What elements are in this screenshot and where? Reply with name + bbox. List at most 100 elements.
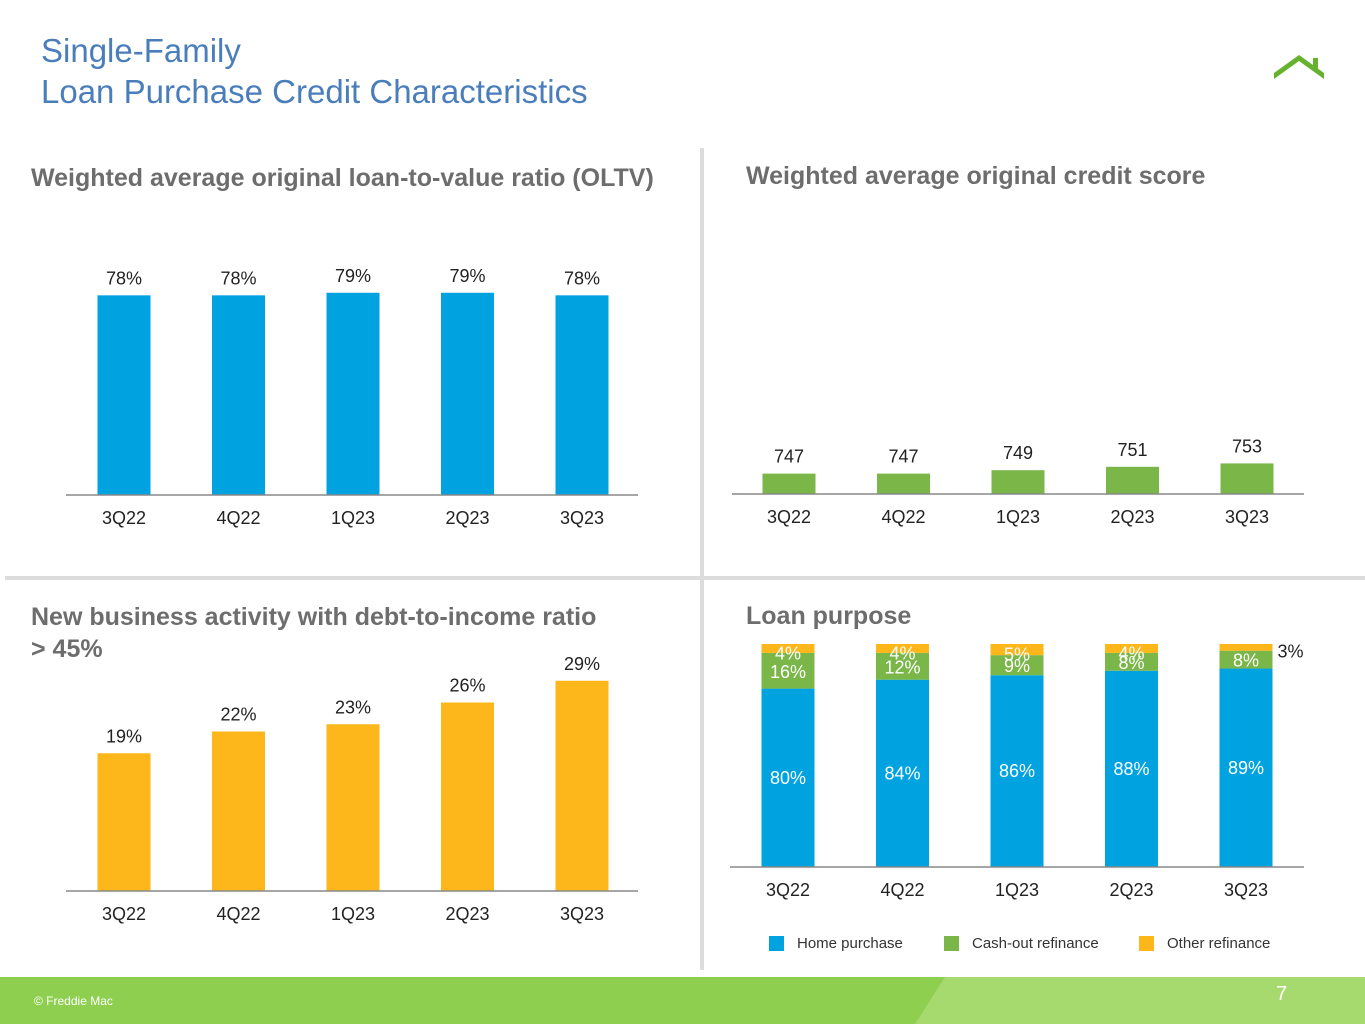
house-roof-icon — [1274, 55, 1324, 79]
dti-tick-label: 4Q22 — [216, 904, 260, 924]
loan-purpose-data-label-cash-out-refinance: 16% — [770, 662, 806, 682]
loan-purpose-chart: 80%16%4%3Q2284%12%4%4Q2286%9%5%1Q2388%8%… — [730, 641, 1304, 900]
loan-purpose-data-label-home-purchase: 84% — [884, 763, 920, 783]
loan-purpose-bar-cash-out-refinance — [1105, 652, 1158, 671]
loan-purpose-data-label-cash-out-refinance: 12% — [884, 657, 920, 677]
oltv-tick-label: 3Q22 — [102, 508, 146, 528]
loan-purpose-bar-other-refinance — [990, 644, 1044, 656]
oltv-tick-label: 4Q22 — [216, 508, 260, 528]
loan-purpose-data-label-home-purchase: 86% — [999, 761, 1035, 781]
credit-score-data-label: 747 — [888, 447, 918, 467]
dti-tick-label: 3Q22 — [102, 904, 146, 924]
credit-score-bar — [1220, 463, 1274, 494]
oltv-tick-label: 2Q23 — [445, 508, 489, 528]
house-roof-shape — [1274, 55, 1324, 79]
vertical-divider — [700, 148, 704, 970]
credit-score-chart: 747 3Q22 747 4Q22 749 1Q23 751 2Q23 753 3Q23 — [732, 436, 1304, 527]
oltv-bar — [326, 292, 380, 495]
loan-purpose-bar-cash-out-refinance — [876, 652, 929, 680]
loan-purpose-tick-label: 3Q23 — [1224, 880, 1268, 900]
horizontal-divider — [5, 576, 1365, 580]
loan-purpose-tick-label: 4Q22 — [880, 880, 924, 900]
dti-bar — [212, 731, 265, 891]
loan-purpose-bar-home-purchase — [761, 688, 815, 867]
loan-purpose-tick-label: 2Q23 — [1109, 880, 1153, 900]
credit-score-data-label: 749 — [1003, 443, 1033, 463]
loan-purpose-data-label-other-refinance: 3% — [1278, 641, 1304, 661]
oltv-chart: 78% 3Q22 78% 4Q22 79% 1Q23 79% 2Q23 78% 3Q23 — [66, 266, 638, 528]
oltv-bar — [97, 295, 151, 495]
credit-score-bar — [1106, 466, 1159, 494]
dti-tick-label: 3Q23 — [560, 904, 604, 924]
credit-score-bar — [991, 470, 1045, 494]
legend-label-cash-out-refinance: Cash-out refinance — [972, 935, 1099, 952]
loan-purpose-bar-home-purchase — [1219, 668, 1273, 867]
footer-accent — [915, 977, 1365, 1024]
oltv-bar — [212, 295, 265, 495]
loan-purpose-bar-home-purchase — [990, 675, 1044, 867]
footer-copyright: © Freddie Mac — [34, 994, 113, 1008]
dti-bar — [97, 753, 151, 891]
credit-score-tick-label: 4Q22 — [881, 507, 925, 527]
legend-swatch-other-refinance — [1139, 936, 1154, 951]
oltv-bar — [441, 292, 494, 495]
footer-bar: © Freddie Mac 7 — [0, 977, 1365, 1024]
loan-purpose-data-label-cash-out-refinance: 8% — [1233, 651, 1259, 671]
loan-purpose-data-label-cash-out-refinance: 8% — [1118, 653, 1144, 673]
page-title-line-1: Single-Family — [41, 32, 241, 69]
oltv-data-label: 78% — [220, 268, 256, 288]
credit-score-chart-title: Weighted average original credit score — [746, 162, 1206, 190]
loan-purpose-bar-other-refinance — [761, 644, 815, 653]
legend-swatch-cash-out-refinance — [944, 936, 959, 951]
oltv-data-label: 78% — [564, 268, 600, 288]
credit-score-data-label: 753 — [1232, 436, 1262, 456]
dti-tick-label: 1Q23 — [331, 904, 375, 924]
credit-score-data-label: 751 — [1117, 440, 1147, 460]
dti-data-label: 29% — [564, 654, 600, 674]
legend-label-other-refinance: Other refinance — [1167, 935, 1271, 952]
loan-purpose-bar-other-refinance — [876, 644, 929, 653]
dti-bar — [326, 724, 380, 891]
legend-label-home-purchase: Home purchase — [797, 935, 903, 952]
dti-data-label: 22% — [220, 705, 256, 725]
oltv-data-label: 79% — [335, 266, 371, 286]
oltv-data-label: 79% — [449, 266, 485, 286]
credit-score-bar — [877, 473, 930, 494]
loan-purpose-data-label-other-refinance: 4% — [775, 643, 801, 663]
oltv-tick-label: 3Q23 — [560, 508, 604, 528]
loan-purpose-bar-home-purchase — [1105, 670, 1158, 867]
dti-tick-label: 2Q23 — [445, 904, 489, 924]
loan-purpose-bar-home-purchase — [876, 679, 929, 867]
loan-purpose-bar-other-refinance — [1219, 644, 1273, 651]
oltv-data-label: 78% — [106, 268, 142, 288]
loan-purpose-bar-cash-out-refinance — [1219, 650, 1273, 669]
page-title-line-2: Loan Purchase Credit Characteristics — [41, 73, 588, 110]
dti-bar — [555, 680, 609, 891]
credit-score-data-label: 747 — [774, 447, 804, 467]
dti-chart-title: New business activity with debt-to-incom… — [31, 603, 597, 663]
loan-purpose-data-label-home-purchase: 80% — [770, 768, 806, 788]
credit-score-bar — [762, 473, 816, 494]
loan-purpose-bar-other-refinance — [1105, 644, 1158, 653]
dti-bar — [441, 702, 494, 891]
loan-purpose-data-label-home-purchase: 89% — [1228, 758, 1264, 778]
page-title: Single-Family Loan Purchase Credit Chara… — [41, 30, 588, 112]
oltv-chart-title: Weighted average original loan-to-value … — [31, 164, 654, 192]
loan-purpose-tick-label: 1Q23 — [995, 880, 1039, 900]
dti-data-label: 26% — [449, 676, 485, 696]
loan-purpose-data-label-other-refinance: 4% — [1118, 643, 1144, 663]
loan-purpose-bar-cash-out-refinance — [761, 652, 815, 689]
loan-purpose-bar-cash-out-refinance — [990, 655, 1044, 676]
loan-purpose-data-label-other-refinance: 4% — [889, 643, 915, 663]
loan-purpose-data-label-cash-out-refinance: 9% — [1004, 656, 1030, 676]
credit-score-tick-label: 1Q23 — [996, 507, 1040, 527]
credit-score-tick-label: 3Q22 — [767, 507, 811, 527]
credit-score-tick-label: 3Q23 — [1225, 507, 1269, 527]
oltv-tick-label: 1Q23 — [331, 508, 375, 528]
credit-score-tick-label: 2Q23 — [1110, 507, 1154, 527]
dti-data-label: 23% — [335, 697, 371, 717]
oltv-bar — [555, 295, 609, 495]
legend-swatch-home-purchase — [769, 936, 784, 951]
loan-purpose-data-label-home-purchase: 88% — [1113, 759, 1149, 779]
